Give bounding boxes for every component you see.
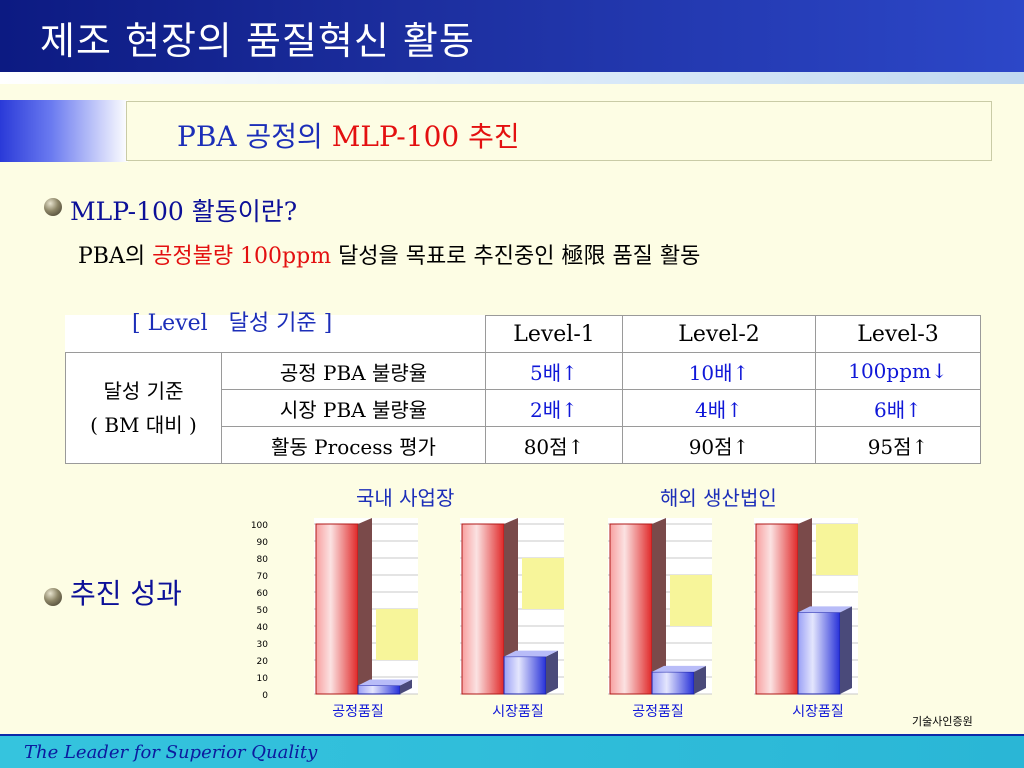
results-chart: 0 10 20 30 40 50 60 70 80 90 100 공정품질 시장품질 공정품질 시장품질 xyxy=(251,518,858,720)
value-cell: 10배↑ xyxy=(622,352,816,390)
bar-after-side xyxy=(400,679,412,694)
mlp-heading: MLP-100 활동이란? xyxy=(70,197,298,226)
bar-before-side xyxy=(504,518,518,694)
y-tick-label: 30 xyxy=(257,640,269,650)
header-level-1: Level-1 xyxy=(485,315,623,353)
row-group-label: 달성 기준 ( BM 대비 ) xyxy=(65,352,222,464)
bar-before xyxy=(755,523,799,695)
row-group-label-2: ( BM 대비 ) xyxy=(90,413,197,437)
row-group-label-1: 달성 기준 xyxy=(103,379,184,403)
category-label: 시장품질 xyxy=(792,704,844,720)
value-cell: 90점↑ xyxy=(622,426,816,464)
chart-group-overseas: 해외 생산법인 xyxy=(660,486,777,510)
header-level-2: Level-2 xyxy=(622,315,816,353)
value-cell: 100ppm↓ xyxy=(815,352,981,390)
metric-cell: 시장 PBA 불량율 xyxy=(221,389,486,427)
y-tick-label: 20 xyxy=(257,657,269,667)
value-cell: 80점↑ xyxy=(485,426,623,464)
metric-cell: 활동 Process 평가 xyxy=(221,426,486,464)
category-label: 공정품질 xyxy=(632,704,684,720)
y-tick-label: 0 xyxy=(262,691,268,701)
value-cell: 6배↑ xyxy=(815,389,981,427)
y-tick-label: 40 xyxy=(257,623,269,633)
bar-before xyxy=(315,523,359,695)
bar-after xyxy=(357,685,401,695)
mlp-desc-highlight: 공정불량 100ppm xyxy=(152,244,332,269)
bar-before-side xyxy=(358,518,372,694)
y-tick-label: 80 xyxy=(257,555,269,565)
bar-after-side xyxy=(694,665,706,694)
bar-after xyxy=(651,671,695,695)
org-label: 기술사인증원 xyxy=(912,715,973,728)
metric-cell: 공정 PBA 불량율 xyxy=(221,352,486,390)
mlp-desc-suffix: 달성을 목표로 추진중인 極限 품질 활동 xyxy=(331,244,701,269)
footer-bar: The Leader for Superior Quality xyxy=(0,734,1024,768)
value-cell: 95점↑ xyxy=(815,426,981,464)
bar-before xyxy=(609,523,653,695)
section-title: PBA 공정의 MLP-100 추진 xyxy=(177,115,520,155)
bar-after-top xyxy=(798,606,852,613)
value-cell: 5배↑ xyxy=(485,352,623,390)
y-tick-label: 70 xyxy=(257,572,269,582)
y-tick-label: 90 xyxy=(257,538,269,548)
mlp-description: PBA의 공정불량 100ppm 달성을 목표로 추진중인 極限 품질 활동 xyxy=(78,238,700,270)
bar-after-side xyxy=(840,606,852,694)
table-header-row: Level-1 Level-2 Level-3 xyxy=(65,315,981,353)
bar-after-side xyxy=(546,650,558,694)
y-tick-label: 10 xyxy=(257,674,269,684)
y-tick-label: 50 xyxy=(257,606,269,616)
section-title-prefix: PBA 공정의 xyxy=(177,120,332,153)
section-header: PBA 공정의 MLP-100 추진 xyxy=(126,101,992,161)
title-underline xyxy=(0,72,1024,84)
bar-after-top xyxy=(504,650,558,657)
bar-after xyxy=(797,611,841,695)
chart-group-domestic: 국내 사업장 xyxy=(356,486,455,510)
table-row: 활동 Process 평가 80점↑ 90점↑ 95점↑ xyxy=(66,426,981,464)
y-tick-label: 60 xyxy=(257,589,269,599)
header-level-3: Level-3 xyxy=(815,315,981,353)
bullet-icon xyxy=(44,198,62,216)
target-band xyxy=(670,575,712,626)
level-table: Level-1 Level-2 Level-3 달성 기준 ( BM 대비 ) 공… xyxy=(65,315,981,464)
target-band xyxy=(376,609,418,660)
target-band xyxy=(816,524,858,575)
bar-before-side xyxy=(652,518,666,694)
table-row: 달성 기준 ( BM 대비 ) 공정 PBA 불량율 5배↑ 10배↑ 100pp… xyxy=(65,352,981,464)
section-accent xyxy=(0,100,128,162)
results-label: 추진 성과 xyxy=(70,577,182,610)
bullet-icon xyxy=(44,588,62,606)
value-cell: 4배↑ xyxy=(622,389,816,427)
category-label: 시장품질 xyxy=(492,704,544,720)
bar-after-top xyxy=(652,665,706,672)
footer-text: The Leader for Superior Quality xyxy=(24,742,318,763)
bar-after xyxy=(503,656,547,695)
category-label: 공정품질 xyxy=(332,704,384,720)
target-band xyxy=(522,558,564,609)
table-row: 시장 PBA 불량율 2배↑ 4배↑ 6배↑ xyxy=(66,389,981,427)
mlp-desc-prefix: PBA의 xyxy=(78,244,153,269)
table-corner xyxy=(65,315,486,353)
slide-title: 제조 현장의 품질혁신 활동 xyxy=(40,19,475,63)
section-title-highlight: MLP-100 추진 xyxy=(331,120,520,153)
title-bar: 제조 현장의 품질혁신 활동 xyxy=(0,0,1024,72)
value-cell: 2배↑ xyxy=(485,389,623,427)
level-caption: [ Level 달성 기준 ] xyxy=(132,311,333,336)
bar-before xyxy=(461,523,505,695)
y-tick-label: 100 xyxy=(251,521,268,531)
bar-after-top xyxy=(358,679,412,686)
